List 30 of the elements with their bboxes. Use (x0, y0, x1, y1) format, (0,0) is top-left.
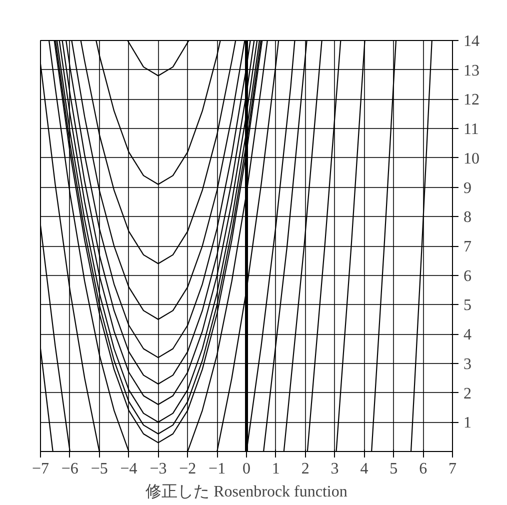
x-tick-label: 7 (448, 460, 456, 478)
y-tick-label: 4 (464, 326, 472, 344)
x-tick-label: 0 (242, 460, 250, 478)
x-tick-label: 5 (390, 460, 398, 478)
text: 修正した Rosenbrock function (146, 484, 348, 500)
y-tick-label: 12 (464, 92, 480, 109)
x-tick-label: −5 (90, 460, 108, 478)
x-tick-label: −6 (61, 460, 78, 478)
y-tick-label: 6 (464, 268, 472, 285)
x-tick-label: −3 (150, 460, 167, 478)
y-tick-label: 5 (464, 297, 472, 314)
y-tick-label: 9 (464, 180, 472, 197)
x-tick-label: −4 (120, 460, 138, 478)
y-tick-label: 1 (464, 414, 472, 432)
x-tick-label: 3 (330, 460, 339, 478)
x-tick-label: −7 (32, 460, 50, 478)
y-tick-label: 13 (464, 62, 480, 80)
y-tick-label: 14 (464, 33, 480, 50)
y-tick-label: 7 (464, 238, 472, 256)
x-tick-label: −2 (179, 460, 196, 478)
y-tick-label: 3 (464, 356, 472, 373)
x-tick-label: 6 (419, 460, 428, 478)
y-tick-label: 11 (464, 121, 479, 138)
y-tick-label: 10 (464, 150, 480, 168)
y-tick-label: 2 (464, 385, 472, 402)
x-tick-label: 2 (301, 460, 310, 478)
x-tick-label: 1 (272, 460, 280, 478)
x-tick-label: 4 (360, 460, 368, 478)
y-tick-label: 8 (464, 209, 472, 226)
x-tick-label: −1 (208, 460, 226, 478)
